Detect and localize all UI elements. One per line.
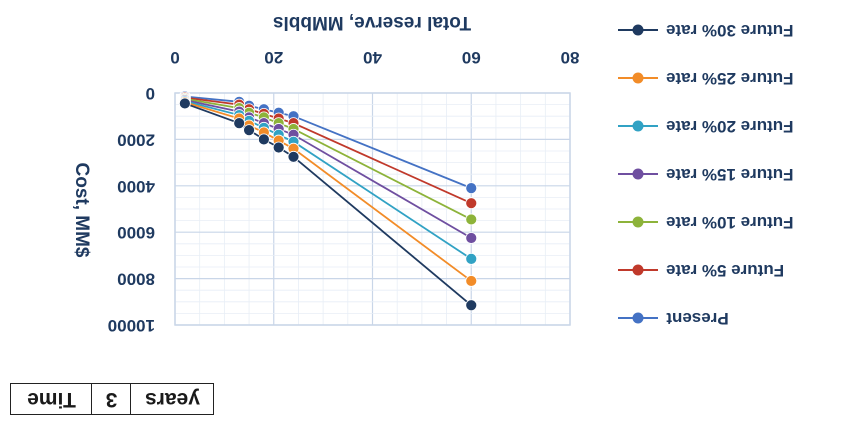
series-line [184, 99, 472, 239]
time-table-value: 3 [91, 383, 131, 415]
data-point [272, 141, 285, 154]
data-point [178, 97, 191, 110]
legend-label: Future 15% rate [666, 165, 794, 184]
y-tick-label: 4000 [117, 177, 155, 196]
legend-item: Future 15% rate [618, 165, 794, 184]
series-future-30-rate [178, 97, 478, 312]
y-tick-label: 0 [146, 84, 155, 103]
legend-marker [632, 72, 644, 84]
data-point [465, 182, 478, 195]
legend-label: Future 30% rate [666, 21, 794, 40]
legend-item: Present [618, 309, 729, 328]
series-line [184, 96, 472, 205]
y-tick-label: 8000 [117, 270, 155, 289]
data-point [465, 275, 478, 287]
x-axis-title: Total reserve, MMbbls [273, 12, 471, 33]
legend-marker [632, 168, 644, 180]
legend-item: Future 5% rate [618, 261, 784, 280]
legend-item: Future 20% rate [618, 117, 794, 136]
time-table: Time 3 years [10, 383, 214, 415]
series-line [184, 101, 472, 282]
time-table-label: Time [10, 383, 92, 415]
plot-area-border [174, 92, 571, 326]
data-point [465, 299, 478, 312]
chart-legend: Future 30% rate Future 25% rate Future 20%… [618, 21, 794, 328]
series-group [178, 90, 478, 312]
y-tick-label: 2000 [117, 130, 155, 149]
y-axis-title: Cost, MM$ [71, 163, 92, 258]
y-tick-label: 6000 [117, 223, 155, 242]
y-tick-label: 10000 [108, 316, 155, 335]
legend-item: Future 25% rate [618, 69, 794, 88]
data-point [257, 133, 270, 146]
time-table-unit: years [130, 383, 214, 415]
legend-label: Future 20% rate [666, 117, 794, 136]
x-tick-label: 20 [264, 48, 283, 67]
data-point [465, 213, 478, 226]
data-point [243, 124, 255, 137]
x-tick-label: 0 [170, 48, 179, 67]
data-point [465, 197, 478, 210]
legend-label: Future 25% rate [666, 69, 794, 88]
legend-item: Future 30% rate [618, 21, 794, 40]
x-tick-label: 60 [462, 48, 481, 67]
axis-tick-labels: 0 20 40 60 80 0 2000 4000 6000 8000 10000 [108, 48, 580, 335]
legend-item: Future 10% rate [618, 213, 794, 232]
legend-marker [632, 216, 644, 228]
legend-label: Future 5% rate [666, 261, 784, 280]
time-table-row: Time 3 years [10, 383, 214, 415]
x-tick-label: 40 [363, 48, 382, 67]
data-point [465, 232, 478, 244]
legend-marker [632, 24, 644, 36]
data-point [287, 150, 300, 163]
data-point [233, 117, 246, 130]
series-line [184, 97, 472, 221]
data-point [465, 252, 478, 265]
legend-label: Present [666, 309, 729, 328]
legend-marker [632, 264, 644, 276]
legend-marker [632, 312, 644, 324]
series-line [184, 102, 472, 306]
x-tick-label: 80 [561, 48, 580, 67]
series-line [184, 100, 472, 260]
legend-marker [632, 120, 644, 132]
legend-label: Future 10% rate [666, 213, 794, 232]
chart-gridlines [174, 92, 571, 326]
